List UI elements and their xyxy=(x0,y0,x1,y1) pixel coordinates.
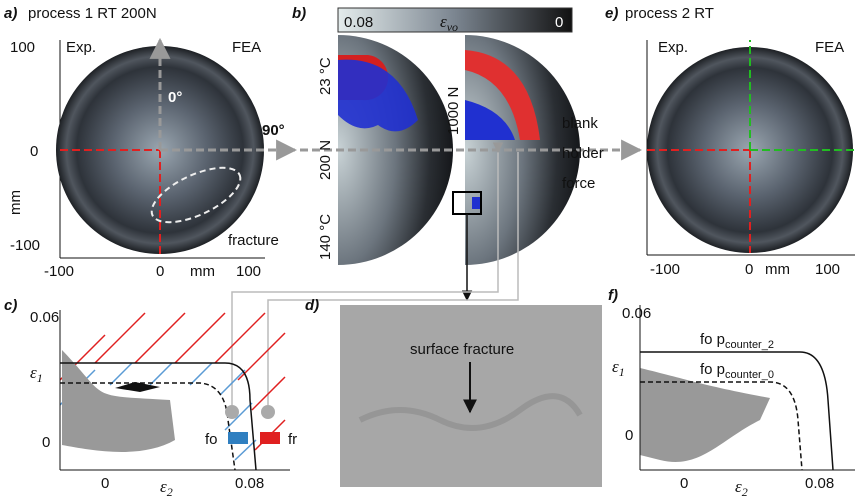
panel-title: process 1 RT 200N xyxy=(28,5,157,22)
panel-label: b) xyxy=(292,5,306,22)
arrow-label: force xyxy=(562,175,595,192)
panel-d: d) surface fracture xyxy=(305,297,602,487)
legend-swatch-fo xyxy=(228,432,248,444)
x-tick-label: 0 xyxy=(745,261,753,278)
x-tick-label: 0 xyxy=(156,263,164,280)
annotation: fracture xyxy=(228,232,279,249)
x-tick-label: 0.08 xyxy=(235,475,264,492)
panel-c: c) fo fr 0.06 ε1 0 0 ε2 0.08 xyxy=(4,297,297,499)
angle-label: 0° xyxy=(168,89,182,106)
panel-label: a) xyxy=(4,5,17,22)
y-axis-title: ε1 xyxy=(612,357,625,379)
x-tick-label: 0 xyxy=(680,475,688,492)
x-axis-title: ε2 xyxy=(160,477,173,499)
exp-label: Exp. xyxy=(66,39,96,56)
shape xyxy=(215,313,265,363)
x-tick-label: 0.08 xyxy=(805,475,834,492)
text-part: counter_0 xyxy=(725,369,774,381)
text-part: counter_2 xyxy=(725,339,774,351)
curve-label: fo pcounter_0 xyxy=(700,361,774,381)
panel-label: d) xyxy=(305,297,319,314)
force-label: 1000 N xyxy=(445,87,462,135)
text-part: 1 xyxy=(619,365,625,379)
legend-label: fo xyxy=(205,431,218,448)
region-fo xyxy=(472,197,480,209)
text-part: 1 xyxy=(37,371,43,385)
axis-title: mm xyxy=(765,261,790,278)
y-tick-label: 0.06 xyxy=(622,305,651,322)
panel-title: process 2 RT xyxy=(625,5,714,22)
panel-label: c) xyxy=(4,297,17,314)
point-marker xyxy=(261,405,275,419)
panel-label: f) xyxy=(608,287,618,304)
fea-label: FEA xyxy=(232,39,261,56)
y-tick-label: 0 xyxy=(30,143,38,160)
shape xyxy=(175,313,225,363)
y-tick-label: -100 xyxy=(10,237,40,254)
x-axis-title: ε2 xyxy=(735,477,748,499)
shape xyxy=(110,363,132,385)
axis-title: mm xyxy=(190,263,215,280)
temperature-label: 23 °C xyxy=(317,57,334,95)
axis-title: mm xyxy=(7,190,24,215)
colorbar-label: 0 xyxy=(555,14,563,31)
measured-strains xyxy=(62,350,175,452)
legend-label: fr xyxy=(288,431,297,448)
x-tick-label: 100 xyxy=(236,263,261,280)
x-tick-label: 100 xyxy=(815,261,840,278)
force-label: 200 N xyxy=(317,140,334,180)
panel-f: f) fo pcounter_2 fo pcounter_0 0.06 ε1 0… xyxy=(608,287,855,499)
point-marker xyxy=(225,405,239,419)
panel-e: e) process 2 RT Exp. FEA -100 0 mm 100 xyxy=(605,5,855,278)
shape xyxy=(150,363,172,385)
angle-label: 90° xyxy=(262,122,285,139)
y-tick-label: 0 xyxy=(625,427,633,444)
arrow-label: holder xyxy=(562,145,604,162)
x-tick-label: -100 xyxy=(44,263,74,280)
y-tick-label: 100 xyxy=(10,39,35,56)
x-tick-label: 0 xyxy=(101,475,109,492)
fea-label: FEA xyxy=(815,39,844,56)
shape xyxy=(190,363,212,385)
arrow-label: blank xyxy=(562,115,598,132)
y-axis-title: ε1 xyxy=(30,363,43,385)
text-part: fo p xyxy=(700,331,725,348)
y-tick-label: 0 xyxy=(42,434,50,451)
text-part: fo p xyxy=(700,361,725,378)
curve-label: fo pcounter_2 xyxy=(700,331,774,351)
shape xyxy=(135,313,185,363)
figure: a) process 1 RT 200N 100 0 -100 mm -100 … xyxy=(0,0,858,502)
panel-label: e) xyxy=(605,5,618,22)
exp-label: Exp. xyxy=(658,39,688,56)
measured-strains xyxy=(115,382,160,392)
legend-swatch-fr xyxy=(260,432,280,444)
annotation: surface fracture xyxy=(410,341,514,358)
text-part: 2 xyxy=(167,485,173,499)
panel-a: a) process 1 RT 200N 100 0 -100 mm -100 … xyxy=(4,5,295,280)
temperature-label: 140 °C xyxy=(317,214,334,260)
colorbar-label: 0.08 xyxy=(344,14,373,31)
y-tick-label: 0.06 xyxy=(30,309,59,326)
text-part: 2 xyxy=(742,485,748,499)
text-part: vo xyxy=(447,20,458,34)
x-tick-label: -100 xyxy=(650,261,680,278)
